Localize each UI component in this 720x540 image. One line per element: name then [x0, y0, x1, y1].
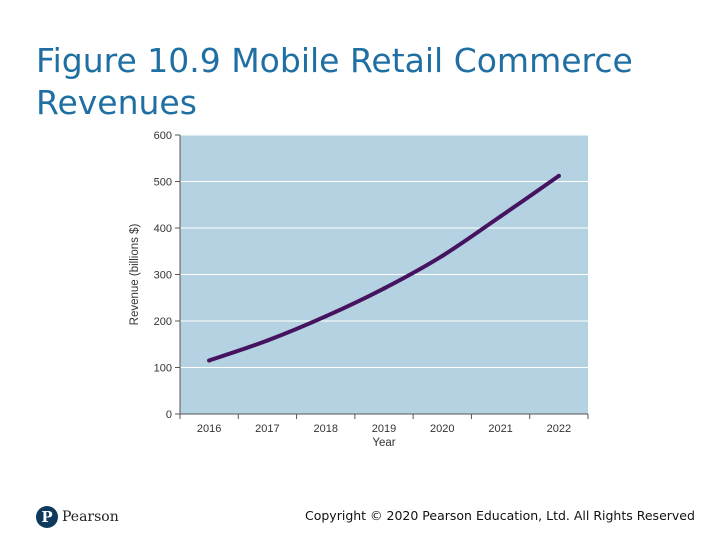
data-point-2019 [382, 286, 386, 291]
y-tick-label: 500 [154, 177, 172, 189]
y-tick-labels: 0 100 200 300 400 500 600 [154, 130, 180, 421]
y-tick-label: 300 [154, 270, 172, 282]
data-point-2020 [440, 253, 445, 258]
y-tick-label: 400 [154, 223, 172, 235]
y-tick-label: 200 [154, 316, 172, 328]
y-tick-label: 0 [166, 409, 172, 421]
pearson-logo: P Pearson [36, 506, 119, 528]
data-point-2022 [556, 173, 561, 178]
slide-title: Figure 10.9 Mobile Retail Commerce Reven… [36, 41, 633, 122]
x-tick-label: 2022 [547, 423, 571, 435]
gridlines [180, 134, 588, 368]
data-point-2017 [265, 338, 270, 343]
x-axis-title: Year [372, 437, 395, 449]
pearson-p-icon: P [36, 506, 58, 528]
pearson-wordmark: Pearson [62, 509, 119, 525]
y-tick-label: 100 [154, 363, 172, 375]
x-tick-label: 2021 [488, 423, 512, 435]
data-point-2016 [207, 358, 212, 363]
x-tick-label: 2016 [197, 423, 221, 435]
x-tick-labels: 2016 2017 2018 2019 2020 2021 2022 [179, 414, 589, 435]
y-tick-label: 600 [154, 130, 172, 142]
series-layer [207, 173, 561, 363]
data-point-2021 [498, 214, 503, 219]
x-tick-label: 2018 [313, 423, 337, 435]
x-tick-label: 2017 [255, 423, 279, 435]
x-tick-label: 2019 [372, 423, 396, 435]
x-tick-label: 2020 [430, 423, 454, 435]
y-axis-title: Revenue (billions $) [129, 224, 141, 326]
copyright-notice: Copyright © 2020 Pearson Education, Ltd.… [305, 508, 695, 523]
data-point-2018 [323, 314, 328, 319]
